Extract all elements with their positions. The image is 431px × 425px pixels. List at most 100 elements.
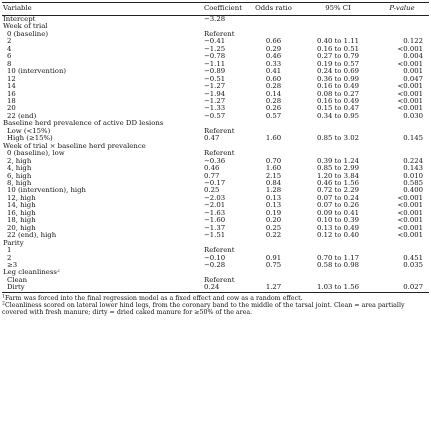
cell-ci <box>301 277 375 284</box>
cell-p-value: 0.001 <box>403 68 423 76</box>
variable-label: 1 <box>7 247 12 255</box>
cell-coefficient: −1.25 <box>204 45 226 53</box>
cell-variable: 20 <box>2 105 200 112</box>
cell-odds-ratio: 0.13 <box>265 202 282 210</box>
cell-coefficient: Referent <box>204 247 235 255</box>
cell-coefficient: −0.28 <box>204 261 226 269</box>
cell-odds-ratio: 0.66 <box>265 38 282 46</box>
cell-p-value: 0.047 <box>403 75 423 83</box>
cell-odds-ratio: 1.27 <box>246 284 301 293</box>
cell-coefficient: Referent <box>204 276 235 284</box>
table-row: 18, high −1.60 0.20 0.10 to 0.39 <0.001 <box>2 217 429 224</box>
cell-coefficient: −0.89 <box>204 68 226 76</box>
cell-ci: 1.20 to 3.84 <box>317 172 359 180</box>
cell-ci: 0.16 to 0.51 <box>317 45 359 53</box>
table-row: Low (<15%) Referent <box>2 128 429 135</box>
cell-coefficient: 0.77 <box>204 172 220 180</box>
cell-odds-ratio: 0.25 <box>265 224 282 232</box>
cell-ci: 0.12 to 0.40 <box>317 232 359 240</box>
cell-variable: 22 (end) <box>2 113 200 120</box>
variable-label: High (≥15%) <box>7 135 53 143</box>
cell-odds-ratio: 0.26 <box>265 105 282 113</box>
cell-variable: 20, high <box>2 225 200 232</box>
cell-variable: 2, high <box>2 158 200 165</box>
cell-variable: 8 <box>2 61 200 68</box>
cell-odds-ratio: 0.28 <box>265 97 282 105</box>
cell-p-value: <0.001 <box>397 202 423 210</box>
variable-label: Leg cleanliness <box>3 269 57 277</box>
cell-ci: 0.15 to 0.47 <box>317 105 359 113</box>
variable-label: 16 <box>7 90 16 98</box>
table-section-row: Intercept −3.28 <box>2 16 429 24</box>
table-row: 2 −0.10 0.91 0.70 to 1.17 0.451 <box>2 255 429 262</box>
variable-label: 6, high <box>7 172 32 180</box>
cell-odds-ratio <box>246 120 301 127</box>
cell-odds-ratio <box>246 150 301 157</box>
cell-variable: 0 (baseline), low <box>2 150 200 157</box>
cell-variable: 12 <box>2 76 200 83</box>
cell-ci: 0.09 to 0.41 <box>317 209 359 217</box>
footnote-text: Cleanliness scored on lateral lower hind… <box>2 302 405 317</box>
table-row: 6, high 0.77 2.15 1.20 to 3.84 0.010 <box>2 173 429 180</box>
header-odds-ratio: Odds ratio <box>246 2 301 16</box>
variable-label: 18, high <box>7 217 36 225</box>
cell-odds-ratio: 0.14 <box>265 90 282 98</box>
cell-ci <box>301 240 375 247</box>
cell-p-value: <0.001 <box>397 105 423 113</box>
variable-label: 4, high <box>7 165 32 173</box>
cell-ci: 0.10 to 0.39 <box>317 217 359 225</box>
table-header: Variable Coefficient Odds ratio 95% CI P… <box>2 2 429 16</box>
variable-label: 6 <box>7 53 12 61</box>
cell-coefficient: 0.25 <box>204 187 220 195</box>
cell-odds-ratio: 2.15 <box>265 172 282 180</box>
cell-coefficient: −3.28 <box>204 15 226 23</box>
variable-label: Week of trial <box>3 23 48 31</box>
cell-variable: Intercept <box>2 16 200 24</box>
variable-label: 20 <box>7 105 16 113</box>
cell-ci: 0.39 to 1.24 <box>317 157 359 165</box>
cell-coefficient <box>200 23 246 30</box>
cell-ci: 0.85 to 2.99 <box>317 165 359 173</box>
variable-label: 2 <box>7 38 12 46</box>
cell-odds-ratio: 0.22 <box>265 232 282 240</box>
table-row: 4, high 0.46 1.60 0.85 to 2.99 0.143 <box>2 165 429 172</box>
cell-variable: 4, high <box>2 165 200 172</box>
table-row: 8 −1.11 0.33 0.19 to 0.57 <0.001 <box>2 61 429 68</box>
cell-coefficient: −1.27 <box>204 97 226 105</box>
table-row: 18 −1.27 0.28 0.16 to 0.49 <0.001 <box>2 98 429 105</box>
cell-variable: Parity <box>2 240 200 247</box>
cell-variable: Clean <box>2 277 200 284</box>
variable-label: 2, high <box>7 157 32 165</box>
table-row: High (≥15%) 0.47 1.60 0.85 to 3.02 0.145 <box>2 135 429 142</box>
cell-variable: 10 (intervention), high <box>2 187 200 194</box>
cell-odds-ratio <box>246 143 301 150</box>
cell-coefficient: 0.47 <box>204 135 220 143</box>
cell-variable: Low (<15%) <box>2 128 200 135</box>
cell-p-value: <0.001 <box>397 217 423 225</box>
cell-p-value: 0.585 <box>403 179 423 187</box>
footnote-number: 2 <box>2 301 5 307</box>
cell-ci: 0.34 to 0.95 <box>317 112 359 120</box>
table-row: 16 −1.94 0.14 0.08 to 0.27 <0.001 <box>2 91 429 98</box>
cell-coefficient: −2.03 <box>204 194 226 202</box>
cell-ci: 0.70 to 1.17 <box>317 254 359 262</box>
variable-label: 0 (baseline), low <box>7 150 65 158</box>
cell-ci <box>301 247 375 254</box>
cell-ci: 1.03 to 1.56 <box>301 284 375 293</box>
table-row: 14 −1.27 0.28 0.16 to 0.49 <0.001 <box>2 83 429 90</box>
cell-p-value: <0.001 <box>397 60 423 68</box>
variable-label: 4 <box>7 45 12 53</box>
cell-coefficient: −0.57 <box>204 112 226 120</box>
cell-ci: 0.40 to 1.11 <box>317 38 359 46</box>
footnote-number: 1 <box>2 294 5 300</box>
cell-odds-ratio: 0.20 <box>265 217 282 225</box>
cell-odds-ratio <box>246 277 301 284</box>
cell-coefficient: −1.27 <box>204 83 226 91</box>
cell-odds-ratio: 0.57 <box>265 112 282 120</box>
cell-p-value: <0.001 <box>397 232 423 240</box>
cell-p-value <box>375 128 429 135</box>
table-row: 6 −0.78 0.46 0.27 to 0.79 0.004 <box>2 53 429 60</box>
cell-variable: 14, high <box>2 202 200 209</box>
cell-ci: 0.24 to 0.69 <box>317 68 359 76</box>
cell-variable: ≥3 <box>2 262 200 269</box>
